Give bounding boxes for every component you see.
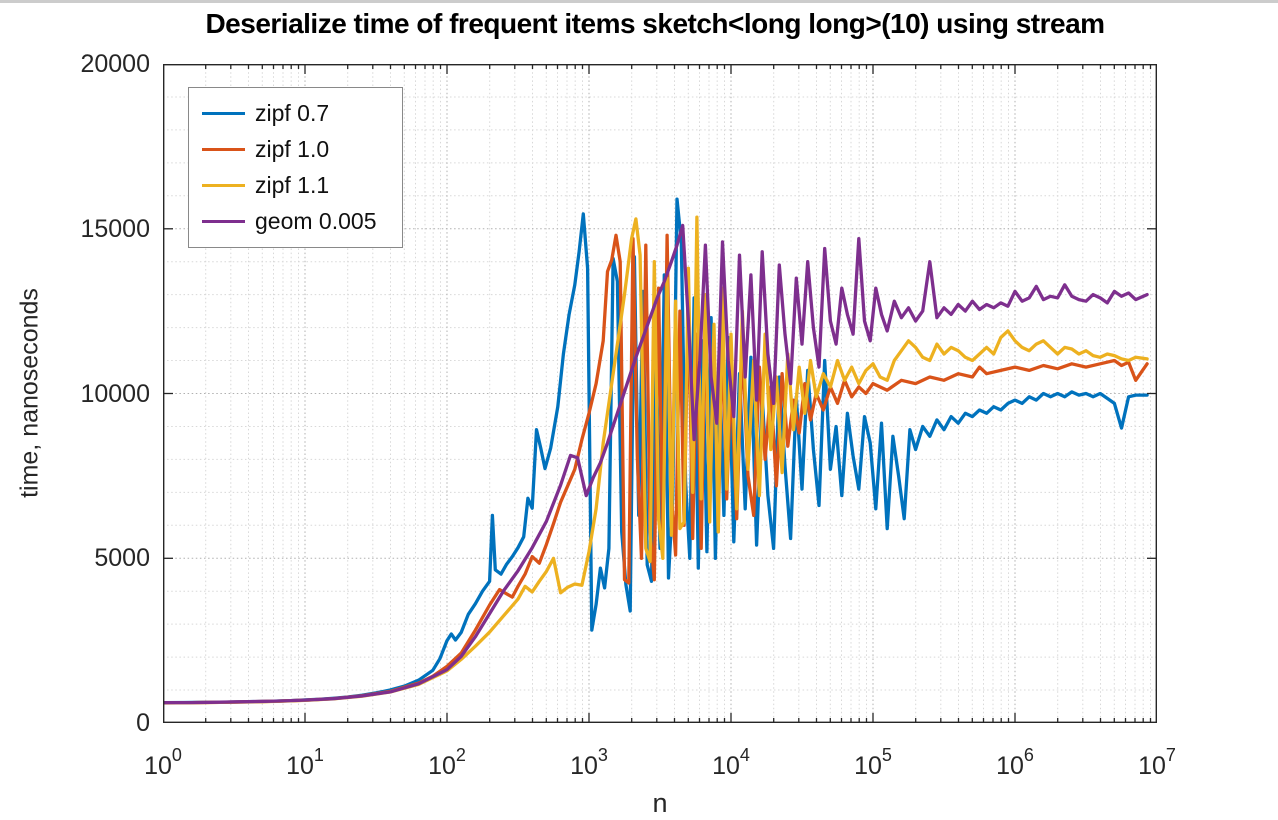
x-tick-label: 104	[712, 744, 750, 780]
y-tick-label: 15000	[80, 215, 150, 243]
x-tick-label: 107	[1138, 744, 1176, 780]
x-tick-label: 105	[854, 744, 892, 780]
window-edge-strip	[0, 0, 1278, 3]
legend-line-swatch	[202, 219, 245, 223]
legend-label: zipf 1.0	[255, 136, 330, 163]
y-tick-label: 5000	[94, 544, 150, 572]
legend-label: zipf 1.1	[255, 171, 330, 198]
y-tick-label: 0	[136, 709, 150, 737]
legend-label: zipf 0.7	[255, 100, 330, 127]
chart-title: Deserialize time of frequent items sketc…	[205, 8, 1105, 39]
x-tick-label: 103	[570, 744, 608, 780]
y-tick-label: 20000	[80, 50, 150, 78]
x-tick-label: 106	[996, 744, 1034, 780]
plot-area	[163, 64, 1157, 723]
legend-entry: zipf 1.1	[189, 172, 402, 199]
series-line-zipf-1.1	[163, 215, 1149, 705]
legend-line-swatch	[202, 112, 245, 116]
legend-line-swatch	[202, 183, 245, 187]
x-axis-label: n	[652, 788, 668, 818]
legend-label: geom 0.005	[255, 207, 377, 234]
legend-entry: zipf 1.0	[189, 136, 402, 163]
legend-line-swatch	[202, 148, 245, 152]
legend-entry: zipf 0.7	[189, 100, 402, 127]
legend-entry: geom 0.005	[189, 208, 402, 235]
axes-box	[163, 64, 1157, 723]
x-tick-label: 100	[144, 744, 182, 780]
series-line-geom-0.005	[163, 223, 1149, 705]
legend: zipf 0.7 zipf 1.0 zipf 1.1 geom 0.005	[188, 87, 403, 248]
x-tick-label: 101	[286, 744, 324, 780]
y-tick-label: 10000	[80, 380, 150, 408]
x-tick-label: 102	[428, 744, 466, 780]
